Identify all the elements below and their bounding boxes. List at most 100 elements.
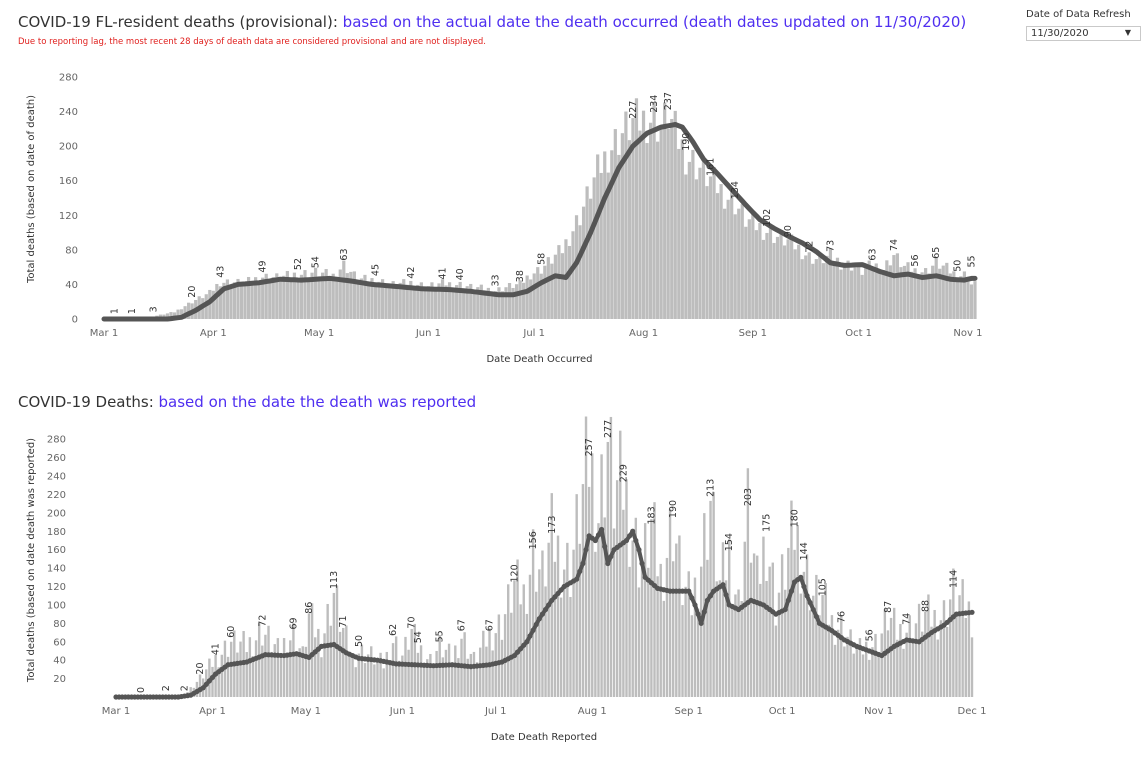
- bar: [514, 284, 519, 319]
- bar: [426, 659, 429, 697]
- avg-point: [259, 653, 265, 659]
- avg-point: [564, 582, 570, 588]
- data-label: 120: [509, 564, 520, 582]
- bar: [737, 589, 740, 697]
- bar: [363, 663, 367, 697]
- data-refresh-dropdown[interactable]: 11/30/2020 ▼: [1026, 26, 1141, 41]
- bar: [637, 587, 641, 697]
- avg-point: [844, 638, 851, 645]
- bar: [218, 286, 222, 319]
- bar: [930, 626, 933, 697]
- avg-point: [851, 642, 857, 648]
- bar: [401, 655, 404, 697]
- bar: [416, 652, 420, 697]
- bar: [388, 661, 392, 697]
- avg-point: [549, 597, 555, 603]
- bar: [780, 554, 784, 697]
- bar: [323, 633, 326, 697]
- avg-point: [670, 588, 676, 594]
- avg-point: [265, 652, 272, 658]
- bar: [516, 559, 519, 697]
- avg-point: [667, 588, 673, 594]
- avg-point: [904, 637, 910, 643]
- avg-point: [804, 593, 810, 599]
- bar: [460, 638, 463, 697]
- bar: [726, 199, 730, 319]
- avg-point: [913, 638, 919, 644]
- bar: [440, 279, 445, 319]
- avg-point: [244, 659, 250, 665]
- bar: [465, 286, 469, 319]
- avg-point: [160, 694, 166, 700]
- avg-point: [396, 661, 402, 667]
- bar: [539, 273, 543, 319]
- avg-point: [334, 643, 340, 650]
- chart1-title: COVID-19 FL-resident deaths (provisional…: [18, 13, 966, 31]
- avg-point: [490, 661, 496, 667]
- bar: [438, 635, 441, 697]
- bar: [927, 594, 930, 697]
- avg-point: [458, 663, 465, 669]
- bar: [123, 318, 127, 319]
- data-label: 114: [948, 570, 959, 588]
- avg-point: [776, 610, 782, 616]
- bar: [955, 280, 959, 319]
- bar: [211, 666, 214, 697]
- bar: [906, 262, 910, 319]
- bar: [625, 479, 628, 697]
- bar: [267, 625, 270, 697]
- avg-point: [312, 649, 318, 655]
- bar: [802, 571, 806, 697]
- data-label: 229: [618, 464, 629, 482]
- avg-point: [760, 602, 767, 608]
- bar: [942, 600, 946, 697]
- avg-point: [228, 661, 234, 667]
- avg-point: [455, 662, 461, 668]
- bar: [647, 567, 650, 697]
- bar: [663, 102, 667, 319]
- avg-point: [197, 687, 203, 693]
- y-tick-label: 220: [47, 490, 66, 501]
- bar: [603, 517, 606, 697]
- bar: [254, 640, 258, 697]
- bar: [197, 296, 201, 319]
- data-label: 2: [161, 685, 172, 691]
- bar: [214, 655, 217, 697]
- avg-point: [465, 663, 471, 669]
- avg-point: [614, 544, 620, 550]
- data-label: 69: [288, 617, 299, 629]
- avg-point: [194, 688, 200, 695]
- bar: [513, 580, 516, 697]
- bar: [195, 681, 199, 697]
- bar: [931, 265, 935, 319]
- bar: [180, 694, 183, 697]
- bar: [363, 274, 367, 319]
- data-label: 154: [724, 533, 735, 551]
- bar: [648, 122, 653, 320]
- daily-bars: [105, 98, 977, 320]
- bar: [497, 287, 501, 319]
- data-label: 88: [920, 600, 931, 612]
- avg-point: [462, 663, 468, 669]
- bar: [560, 253, 565, 319]
- data-label: 134: [730, 181, 741, 199]
- bar: [356, 282, 360, 319]
- bar: [797, 244, 801, 319]
- bar: [584, 416, 588, 697]
- avg-point: [704, 597, 711, 603]
- avg-point: [602, 543, 608, 550]
- bar: [832, 261, 836, 319]
- bar: [407, 649, 410, 697]
- bar: [376, 658, 379, 697]
- bar: [303, 270, 307, 319]
- avg-point: [627, 533, 633, 539]
- bar: [966, 278, 970, 319]
- bar: [874, 633, 877, 697]
- bar: [357, 653, 360, 697]
- bar: [920, 631, 924, 697]
- bar: [391, 281, 395, 319]
- bar: [282, 275, 286, 319]
- avg-point: [944, 619, 950, 626]
- data-label: 234: [649, 95, 660, 113]
